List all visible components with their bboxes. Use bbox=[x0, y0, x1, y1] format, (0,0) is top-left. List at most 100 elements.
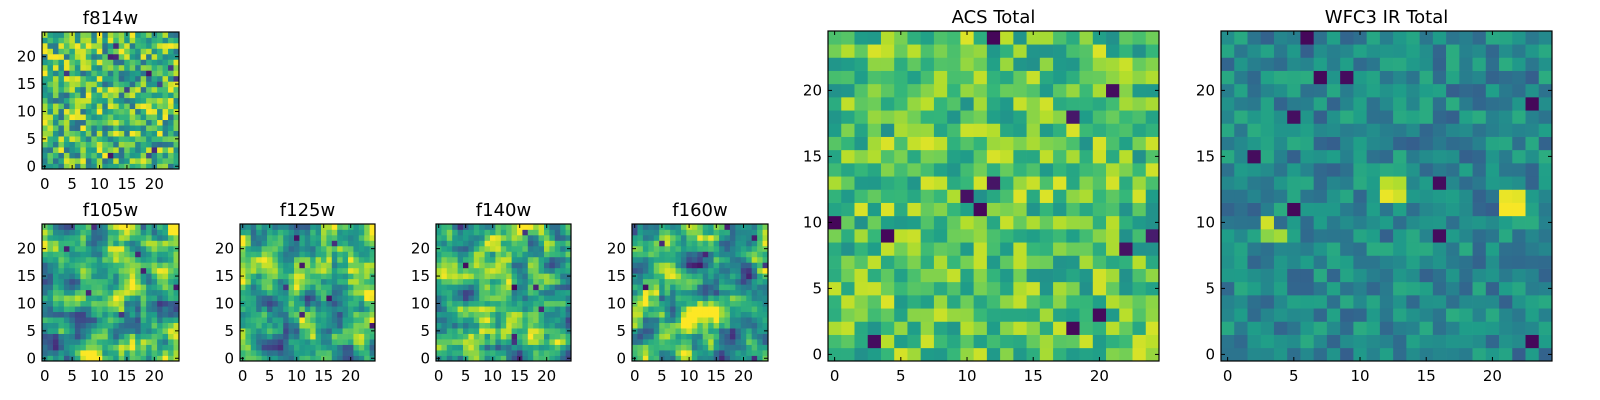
heatmap-cell bbox=[1039, 281, 1054, 296]
heatmap-cell bbox=[113, 344, 120, 351]
heatmap-cell bbox=[560, 245, 566, 252]
heatmap-cell bbox=[261, 350, 268, 356]
heatmap-cell bbox=[691, 344, 698, 351]
heatmap-cell bbox=[288, 267, 295, 274]
heatmap-cell bbox=[1499, 123, 1513, 137]
heatmap-cell bbox=[495, 344, 502, 351]
heatmap-cell bbox=[140, 284, 147, 291]
heatmap-cell bbox=[272, 300, 279, 307]
heatmap-cell bbox=[74, 355, 81, 362]
heatmap-cell bbox=[162, 114, 169, 121]
heatmap-cell bbox=[490, 234, 496, 241]
heatmap-cell bbox=[63, 311, 70, 318]
heatmap-cell bbox=[907, 110, 922, 124]
heatmap-cell bbox=[1379, 31, 1394, 45]
heatmap-cell bbox=[686, 267, 693, 274]
heatmap-cell bbox=[463, 234, 469, 241]
heatmap-cell bbox=[1538, 281, 1553, 296]
heatmap-cell bbox=[907, 202, 922, 217]
heatmap-cell bbox=[129, 81, 136, 88]
heatmap-cell bbox=[479, 355, 485, 362]
heatmap-cell bbox=[129, 108, 136, 115]
heatmap-cell bbox=[841, 268, 855, 283]
heatmap-cell bbox=[841, 189, 855, 203]
heatmap-cell bbox=[1234, 136, 1248, 151]
heatmap-cell bbox=[135, 306, 141, 313]
heatmap-cell bbox=[151, 278, 158, 285]
heatmap-cell bbox=[1026, 110, 1041, 124]
heatmap-cell bbox=[42, 42, 48, 49]
heatmap-cell bbox=[63, 240, 70, 247]
heatmap-cell bbox=[52, 224, 59, 230]
heatmap-cell bbox=[157, 81, 163, 88]
heatmap-cell bbox=[74, 234, 81, 241]
heatmap-cell bbox=[708, 224, 714, 230]
heatmap-cell bbox=[124, 53, 131, 60]
heatmap-cell bbox=[670, 273, 676, 280]
heatmap-cell bbox=[1287, 268, 1301, 283]
heatmap-cell bbox=[1538, 255, 1553, 269]
heatmap-cell bbox=[140, 59, 147, 66]
heatmap-cell bbox=[1300, 189, 1315, 203]
heatmap-cell bbox=[762, 322, 769, 329]
heatmap-cell bbox=[162, 141, 169, 148]
heatmap-cell bbox=[1039, 176, 1054, 190]
heatmap-cell bbox=[506, 322, 512, 329]
heatmap-cell bbox=[353, 339, 360, 345]
heatmap-cells bbox=[828, 31, 1160, 362]
heatmap-cell bbox=[294, 289, 300, 296]
heatmap-cell bbox=[304, 229, 311, 236]
heatmap-cell bbox=[250, 355, 257, 362]
heatmap-cell bbox=[1499, 70, 1513, 85]
heatmap-cell bbox=[1260, 136, 1275, 151]
heatmap-cell bbox=[1538, 308, 1553, 322]
heatmap-cell bbox=[107, 59, 114, 66]
heatmap-cell bbox=[277, 284, 284, 291]
heatmap-cell bbox=[1119, 44, 1133, 58]
heatmap-cell bbox=[1485, 308, 1500, 322]
heatmap-cell bbox=[1393, 57, 1407, 71]
heatmap-cell bbox=[80, 311, 87, 318]
heatmap-cell bbox=[719, 278, 725, 285]
heatmap-cell bbox=[315, 333, 322, 340]
heatmap-cell bbox=[1079, 321, 1094, 335]
heatmap-cell bbox=[517, 289, 523, 296]
heatmap-cell bbox=[342, 284, 349, 291]
heatmap-cell bbox=[140, 32, 147, 38]
heatmap-cell bbox=[1393, 149, 1407, 164]
heatmap-cell bbox=[436, 322, 442, 329]
heatmap-cell bbox=[642, 350, 649, 356]
heatmap-cell bbox=[47, 97, 54, 104]
heatmap-cell bbox=[452, 240, 458, 247]
heatmap-cell bbox=[277, 350, 284, 356]
heatmap-cell bbox=[140, 125, 147, 131]
heatmap-cell bbox=[751, 278, 758, 285]
heatmap-cell bbox=[740, 234, 747, 241]
heatmap-cell bbox=[326, 284, 333, 291]
heatmap-cell bbox=[686, 278, 693, 285]
heatmap-cell bbox=[702, 300, 709, 307]
heatmap-cell bbox=[894, 31, 908, 45]
heatmap-cell bbox=[52, 97, 59, 104]
heatmap-cell bbox=[47, 322, 54, 329]
heatmap-cell bbox=[96, 267, 103, 274]
x-tick-label: 10 bbox=[680, 367, 699, 385]
heatmap-cell bbox=[140, 48, 147, 55]
heatmap-cell bbox=[697, 339, 704, 345]
heatmap-cell bbox=[157, 355, 163, 362]
heatmap-cell bbox=[135, 333, 141, 340]
heatmap-cell bbox=[52, 70, 59, 77]
heatmap-cell bbox=[1066, 123, 1080, 137]
heatmap-cell bbox=[1326, 281, 1341, 296]
heatmap-cell bbox=[841, 255, 855, 269]
heatmap-cell bbox=[735, 251, 742, 258]
heatmap-cell bbox=[1132, 229, 1147, 243]
heatmap-cell bbox=[162, 240, 169, 247]
heatmap-cell bbox=[648, 339, 655, 345]
heatmap-cell bbox=[283, 245, 289, 252]
heatmap-cell bbox=[740, 278, 747, 285]
heatmap-cell bbox=[85, 147, 92, 153]
heatmap-cell bbox=[452, 322, 458, 329]
heatmap-cell bbox=[245, 234, 252, 241]
heatmap-cell bbox=[436, 295, 442, 302]
